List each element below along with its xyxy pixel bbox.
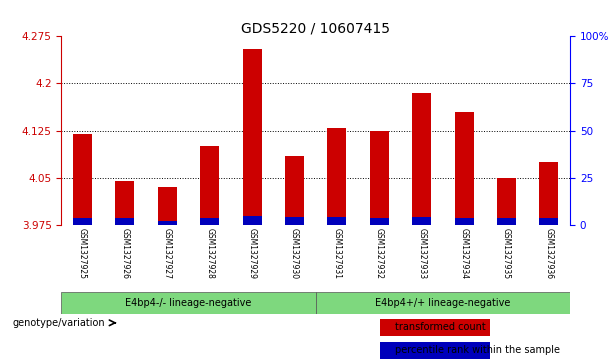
- Text: GSM1327936: GSM1327936: [544, 228, 554, 280]
- Text: GSM1327930: GSM1327930: [290, 228, 299, 280]
- Text: E4bp4-/- lineage-negative: E4bp4-/- lineage-negative: [125, 298, 252, 308]
- Bar: [158, 187, 177, 225]
- Title: GDS5220 / 10607415: GDS5220 / 10607415: [241, 21, 390, 35]
- Text: GSM1327935: GSM1327935: [502, 228, 511, 280]
- Bar: [73, 218, 92, 225]
- Text: GSM1327933: GSM1327933: [417, 228, 426, 280]
- Text: GSM1327925: GSM1327925: [78, 228, 87, 280]
- Bar: [497, 218, 516, 225]
- Bar: [327, 217, 346, 225]
- Bar: [115, 218, 134, 225]
- Bar: [370, 131, 389, 225]
- Bar: [455, 217, 474, 225]
- Bar: [200, 146, 219, 225]
- Text: percentile rank within the sample: percentile rank within the sample: [395, 345, 560, 355]
- Bar: [412, 217, 431, 225]
- Bar: [380, 319, 490, 336]
- Bar: [61, 292, 316, 314]
- Bar: [285, 217, 304, 225]
- Bar: [316, 292, 570, 314]
- Text: genotype/variation: genotype/variation: [12, 318, 105, 328]
- Bar: [380, 342, 490, 359]
- Bar: [455, 112, 474, 225]
- Bar: [243, 49, 262, 225]
- Bar: [412, 93, 431, 225]
- Bar: [73, 134, 92, 225]
- Text: GSM1327932: GSM1327932: [375, 228, 384, 280]
- Bar: [115, 181, 134, 225]
- Bar: [285, 156, 304, 225]
- Bar: [370, 218, 389, 225]
- Bar: [539, 162, 558, 225]
- Bar: [158, 221, 177, 225]
- Text: GSM1327928: GSM1327928: [205, 228, 214, 279]
- Bar: [327, 127, 346, 225]
- Text: GSM1327929: GSM1327929: [248, 228, 257, 280]
- Bar: [539, 217, 558, 225]
- Text: GSM1327931: GSM1327931: [332, 228, 341, 280]
- Text: GSM1327934: GSM1327934: [460, 228, 468, 280]
- Text: transformed count: transformed count: [395, 322, 486, 332]
- Bar: [497, 178, 516, 225]
- Text: E4bp4+/+ lineage-negative: E4bp4+/+ lineage-negative: [375, 298, 511, 308]
- Text: GSM1327926: GSM1327926: [120, 228, 129, 280]
- Text: GSM1327927: GSM1327927: [163, 228, 172, 280]
- Bar: [243, 216, 262, 225]
- Bar: [200, 217, 219, 225]
